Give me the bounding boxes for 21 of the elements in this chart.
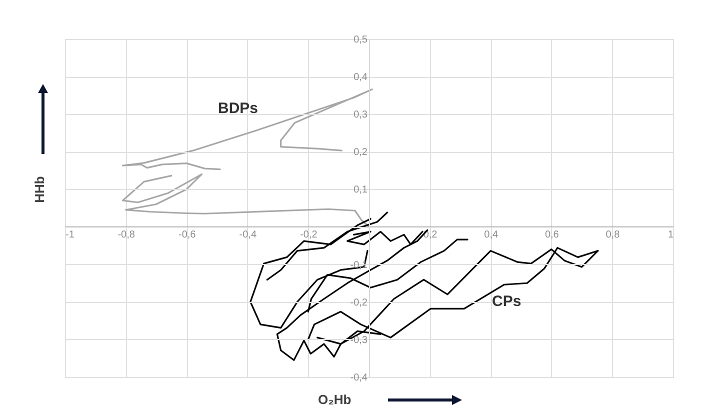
x-tick-label: -0,4	[239, 229, 257, 240]
y-tick-label: -0,2	[350, 297, 368, 308]
y-tick-label: -0,3	[350, 334, 368, 346]
y-tick-label: 0,4	[354, 72, 368, 84]
y-axis-title: HHb	[32, 176, 47, 203]
x-tick-label: 0,6	[544, 229, 560, 240]
x-tick-label: -0,2	[300, 229, 318, 240]
x-tick-label: 0,8	[606, 229, 620, 240]
x-tick-label: -0,8	[118, 229, 136, 240]
x-tick-label: 1	[668, 229, 674, 240]
x-tick-label: 0,4	[484, 229, 498, 240]
y-tick-label: 0,1	[354, 184, 368, 196]
x-axis-title: O₂Hb	[318, 392, 352, 407]
x-tick-label: -1	[66, 229, 75, 240]
annotation: CPs	[492, 293, 522, 310]
annotation: BDPs	[218, 100, 258, 117]
y-tick-label: -0,4	[350, 372, 368, 384]
x-tick-label: -0,6	[178, 229, 196, 240]
y-tick-label: 0,5	[354, 34, 368, 46]
y-tick-label: 0,3	[354, 110, 368, 121]
y-tick-label: 0,2	[354, 147, 368, 158]
